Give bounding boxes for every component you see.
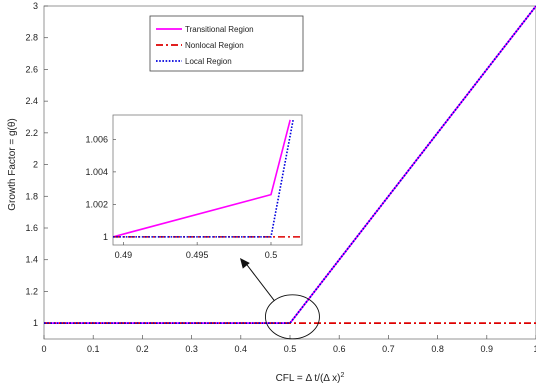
x-tick-label: 0.4 — [235, 344, 248, 354]
zoom-ellipse — [265, 294, 320, 340]
inset-y-tick-label: 1 — [103, 232, 108, 242]
zoom-arrow-head — [240, 258, 250, 269]
y-tick-label: 1 — [33, 318, 38, 328]
inset-series-2 — [113, 119, 294, 238]
x-axis-label: CFL = Δ t/(Δ x)2 — [276, 372, 345, 384]
main-plot: 0 0.1 0.2 0.3 0.4 0.5 0.6 0.7 0.8 0.9 1 1 1.2 1.4 1.6 1… — [7, 1, 536, 384]
annotations — [240, 258, 320, 340]
y-tick-label: 2.6 — [25, 64, 38, 74]
x-tick-label: 0.1 — [87, 344, 100, 354]
legend-label-0: Transitional Region — [185, 25, 254, 34]
inset-series-0 — [112, 119, 291, 238]
y-axis-label: Growth Factor = g(θ) — [7, 118, 18, 211]
x-tick-label: 0 — [41, 344, 46, 354]
x-tick-label: 0.6 — [333, 344, 346, 354]
legend-label-2: Local Region — [185, 57, 232, 66]
inset-y-tick-label: 1.002 — [85, 199, 108, 209]
inset-x-tick-label: 0.495 — [186, 250, 209, 260]
legend: Transitional Region Nonlocal Region Local … — [149, 15, 304, 72]
inset-y-tick-label: 1.006 — [85, 134, 108, 144]
x-tick-label: 0.2 — [136, 344, 149, 354]
x-tick-label: 0.8 — [431, 344, 444, 354]
y-tick-label: 1.2 — [25, 286, 38, 296]
y-tick-label: 1.4 — [25, 255, 38, 265]
x-tick-label: 1 — [533, 344, 536, 354]
y-tick-label: 1.8 — [25, 191, 38, 201]
y-tick-label: 1.6 — [25, 223, 38, 233]
y-tick-label: 2.2 — [25, 128, 38, 138]
main-series-2 — [44, 5, 536, 325]
y-tick-label: 2 — [33, 160, 38, 170]
x-axis-label-sup: 2 — [341, 372, 345, 379]
inset-x-tick-label: 0.5 — [265, 250, 278, 260]
x-tick-label: 0.7 — [382, 344, 395, 354]
x-tick-label: 0.9 — [481, 344, 494, 354]
inset-plot: 0.49 0.495 0.5 1 1.002 1.004 1.006 — [85, 114, 303, 260]
y-tick-label: 2.8 — [25, 33, 38, 43]
y-tick-label: 3 — [33, 1, 38, 11]
y-tick-label: 2.4 — [25, 96, 38, 106]
inset-x-tick-label: 0.49 — [115, 250, 133, 260]
x-tick-label: 0.3 — [185, 344, 198, 354]
zoom-arrow-shaft — [243, 260, 275, 302]
legend-label-1: Nonlocal Region — [185, 41, 244, 50]
x-tick-label: 0.5 — [284, 344, 297, 354]
inset-y-tick-label: 1.004 — [85, 167, 108, 177]
inset-axes-box — [112, 114, 303, 246]
